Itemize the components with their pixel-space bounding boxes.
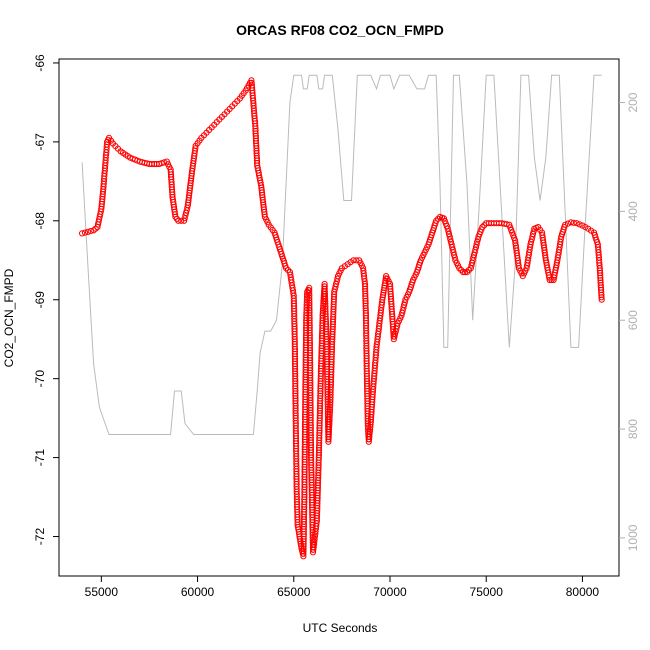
co2-point	[570, 219, 577, 226]
co2-point	[460, 269, 467, 276]
plot-frame	[58, 58, 620, 577]
co2-point	[394, 323, 401, 330]
x-tick-label: 55000	[85, 585, 119, 599]
co2-point	[507, 224, 514, 231]
co2-point	[401, 299, 408, 306]
co2-point	[161, 159, 168, 166]
co2-point	[463, 269, 471, 276]
co2-point	[562, 221, 569, 228]
co2-point	[433, 217, 440, 224]
co2-point	[456, 265, 463, 272]
x-tick-label: 70000	[373, 585, 407, 599]
co2-point	[334, 275, 341, 282]
altitude-line	[81, 74, 602, 435]
co2-point	[284, 267, 292, 274]
co2-point	[87, 228, 94, 235]
y-axis-label: CO2_OCN_FMPD	[2, 268, 16, 367]
altitude-line-layer	[81, 74, 602, 435]
y2-tick-label: 800	[626, 419, 640, 439]
x-axis: 55000 60000 65000 70000 75000 80000	[85, 576, 600, 599]
co2-point	[451, 254, 458, 261]
co2-point	[283, 265, 290, 272]
chart-title: ORCAS RF08 CO2_OCN_FMPD	[236, 22, 444, 38]
y-axis: -72 -71 -70 -69 -68 -67 -66	[33, 54, 59, 545]
y-tick-label: -67	[33, 133, 47, 151]
y-tick-label: -71	[33, 449, 47, 467]
y-axis-right: 200 400 600 800 1000	[619, 92, 640, 551]
co2-point	[440, 215, 447, 222]
co2-point	[350, 257, 357, 264]
co2-point	[465, 267, 472, 274]
co2-point	[175, 217, 182, 224]
x-tick-label: 80000	[566, 585, 600, 599]
y-tick-label: -68	[33, 212, 47, 230]
co2-point	[576, 221, 583, 228]
co2-point	[479, 224, 486, 231]
x-axis-label: UTC Seconds	[303, 621, 378, 635]
co2-point	[81, 229, 89, 236]
y2-tick-label: 400	[626, 201, 640, 221]
co2-point	[79, 230, 86, 237]
y2-tick-label: 1000	[626, 524, 640, 551]
co2-point	[598, 294, 605, 301]
co2-point	[573, 220, 580, 227]
co2-point	[503, 221, 510, 228]
y2-tick-label: 200	[626, 92, 640, 112]
co2-point	[509, 229, 516, 236]
co2-point	[510, 232, 517, 239]
y-tick-label: -70	[33, 370, 47, 388]
x-tick-label: 60000	[181, 585, 215, 599]
y2-tick-label: 600	[626, 310, 640, 330]
y-tick-label: -69	[33, 291, 47, 309]
co2-point	[564, 220, 572, 227]
co2-point	[435, 215, 442, 222]
y-tick-label: -72	[33, 528, 47, 546]
co2-point	[598, 296, 605, 303]
y-tick-label: -66	[33, 54, 47, 72]
co2-points-layer	[79, 77, 605, 560]
x-tick-label: 65000	[277, 585, 311, 599]
co2-point	[84, 228, 92, 235]
co2-point	[567, 219, 575, 226]
x-tick-label: 75000	[470, 585, 504, 599]
co2-point	[192, 145, 199, 152]
